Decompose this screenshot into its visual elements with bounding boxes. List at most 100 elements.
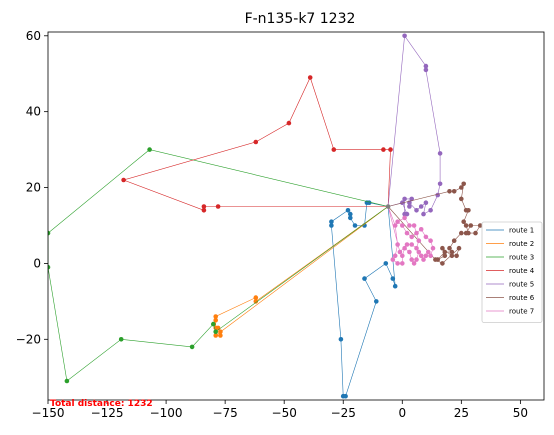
legend-label: route 7 [509,308,534,316]
customer-point [402,215,407,221]
x-tick-label: −50 [272,406,297,420]
customer-point [352,223,358,228]
route-3 [48,147,389,384]
customer-point [395,261,400,266]
x-tick-label: −25 [331,406,356,420]
customer-point [442,249,448,255]
customer-point [456,245,462,251]
x-tick-label: −150 [32,406,65,420]
customer-point [440,245,445,251]
customer-point [395,219,400,224]
customer-point [428,208,433,213]
customer-point [440,261,445,266]
legend: route 1 route 2 route 3 route 4 route 5 route… [481,221,543,323]
customer-point [402,196,407,202]
plot-frame [47,31,545,401]
customer-point [215,204,221,209]
customer-point [451,189,457,194]
y-tick-label: 60 [26,29,41,43]
customer-point [338,337,344,342]
axes: −150 −125 −100 −75 −50 −25 0 25 50 −20 0 20 40 60 [16,29,545,420]
customer-point [463,230,469,236]
x-tick-label: −125 [91,406,124,420]
customer-point [430,245,436,251]
customer-point [477,223,483,228]
customer-point [392,223,398,228]
customer-point [404,230,410,236]
legend-label: route 4 [509,267,535,275]
customer-point [409,242,415,247]
customer-point [201,208,207,213]
customer-point [253,299,259,304]
route-line [331,202,396,397]
customer-point [48,264,51,270]
plot-area [48,33,483,399]
legend-entry: route 7 [486,308,534,316]
customer-point [423,253,429,259]
y-tick-label: −20 [16,332,41,346]
customer-point [286,120,292,126]
route-line [48,149,389,382]
customer-point [383,261,389,266]
customer-point [423,67,429,73]
customer-point [218,333,223,338]
customer-point [423,200,429,205]
route-line [214,206,389,336]
route-1 [329,200,398,399]
chart-title: F-n135-k7 1232 [245,11,356,27]
customer-point [461,181,467,187]
customer-point [418,253,424,259]
x-tick-label: 25 [454,406,469,420]
route-7 [387,206,436,266]
customer-point [348,215,353,221]
customer-point [213,329,218,335]
customer-point [428,253,433,259]
customer-point [414,208,419,213]
customer-point [201,204,207,209]
x-tick-label: −100 [150,406,183,420]
y-tick-label: 20 [26,181,41,195]
customer-point [416,249,422,255]
customer-point [390,257,396,262]
legend-entry: route 3 [486,254,534,262]
depot-point [385,204,391,209]
customer-point [374,299,379,304]
customer-point [400,253,405,259]
customer-point [402,33,407,39]
customer-point [395,242,400,247]
customer-point [343,393,348,399]
route-2 [213,206,389,338]
customer-point [388,147,393,152]
y-tick-label: 0 [33,256,41,270]
customer-point [404,242,410,247]
customer-point [416,238,422,243]
customer-point [449,253,455,259]
customer-point [400,223,405,228]
route-line [387,34,441,215]
customer-point [442,253,448,259]
customer-point [409,234,415,240]
customer-point [437,181,443,187]
route-6 [387,181,483,266]
customer-point [418,204,424,209]
customer-point [421,257,426,262]
customer-point [459,230,464,236]
customer-point [447,189,452,194]
customer-point [454,253,459,259]
route-5 [387,33,443,217]
customer-point [428,238,433,243]
customer-point [461,219,467,224]
customer-point [213,314,218,319]
y-tick-label: 40 [26,105,41,119]
customer-point [423,234,429,240]
customer-point [64,378,70,384]
customer-point [331,147,337,152]
customer-point [411,261,417,266]
customer-point [48,230,51,236]
customer-point [466,208,471,213]
customer-point [407,223,412,228]
customer-point [329,219,334,224]
customer-point [409,196,415,202]
customer-point [463,223,469,228]
